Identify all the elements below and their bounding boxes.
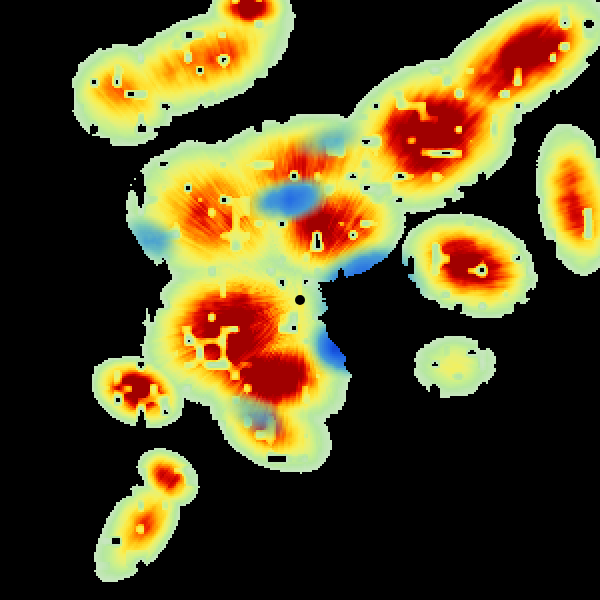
radar-display[interactable]: Base Reflectivity dBZ Radar Reflectivity… bbox=[0, 0, 600, 600]
radar-reflectivity-canvas[interactable] bbox=[0, 0, 600, 600]
